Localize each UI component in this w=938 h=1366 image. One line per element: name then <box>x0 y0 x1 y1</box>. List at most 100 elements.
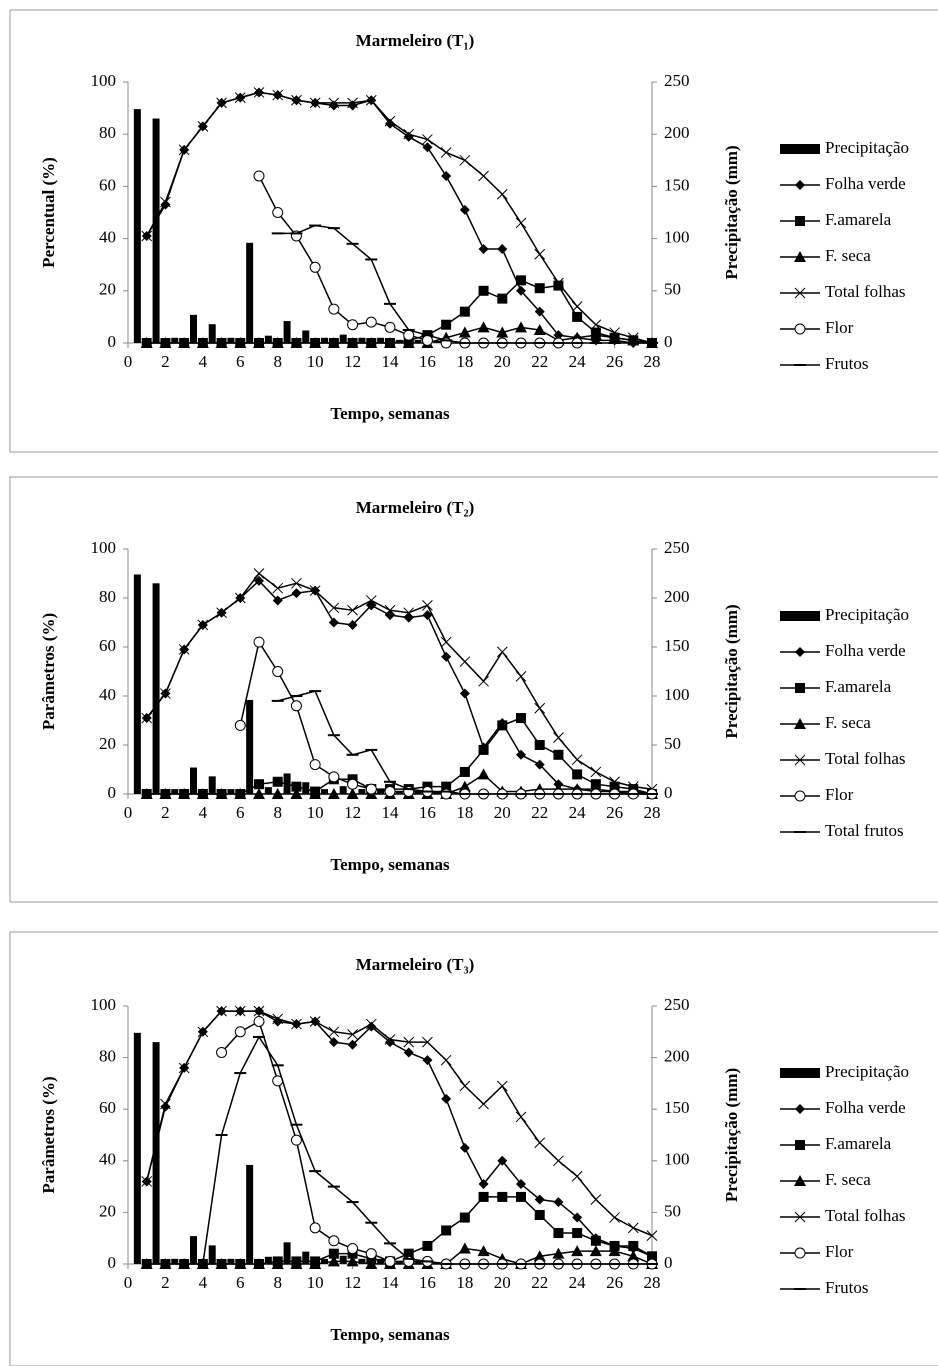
data-point <box>534 306 545 317</box>
precip-bar <box>227 789 235 794</box>
data-point <box>553 1155 564 1167</box>
data-point <box>441 319 452 330</box>
data-point <box>553 749 564 760</box>
data-point <box>440 788 452 800</box>
data-point <box>290 337 303 348</box>
y-tick-label: 100 <box>91 538 117 557</box>
precip-bar <box>302 330 310 343</box>
data-point <box>347 604 358 616</box>
data-point <box>516 749 526 760</box>
data-point <box>516 713 526 724</box>
panel-frame <box>9 476 938 903</box>
data-point <box>346 788 359 799</box>
series-line <box>146 717 653 795</box>
data-point <box>178 1258 191 1269</box>
x-tick-label: 20 <box>494 1273 511 1292</box>
chart-title: Marmeleiro (T₃) <box>356 955 475 974</box>
data-point <box>178 337 191 348</box>
legend-marker <box>794 718 806 729</box>
y-axis-label: Parâmetros (%) <box>39 1076 58 1193</box>
precip-bar <box>321 789 328 794</box>
data-point <box>572 1212 583 1223</box>
data-point <box>478 170 489 182</box>
x-tick-label: 2 <box>161 1273 170 1292</box>
legend-label: Folha verde <box>825 641 906 660</box>
legend-label: F. seca <box>825 246 871 265</box>
data-point <box>422 134 433 145</box>
y2-tick-label: 250 <box>664 995 690 1014</box>
x-tick-label: 14 <box>382 352 400 371</box>
y-tick-label: 20 <box>99 734 116 753</box>
y2-tick-label: 250 <box>664 71 690 90</box>
precip-bar <box>414 339 422 343</box>
data-point <box>328 1026 340 1038</box>
legend-marker <box>794 1247 806 1259</box>
y2-tick-label: 250 <box>664 538 690 557</box>
x-axis-label: Tempo, semanas <box>330 404 450 423</box>
y-tick-label: 40 <box>99 685 116 704</box>
data-point <box>141 230 153 242</box>
data-point <box>216 1005 227 1017</box>
data-point <box>327 337 340 348</box>
precip-bar <box>133 109 141 343</box>
data-point <box>347 778 359 790</box>
legend-marker <box>795 180 805 190</box>
data-point <box>328 771 340 783</box>
data-point <box>516 275 526 286</box>
data-point <box>553 277 564 289</box>
x-tick-label: 26 <box>606 1273 623 1292</box>
data-point <box>328 1235 340 1247</box>
data-point <box>384 337 396 348</box>
y-tick-label: 60 <box>99 1098 116 1117</box>
data-point <box>234 1026 246 1038</box>
data-point <box>459 1080 471 1092</box>
data-point <box>384 1034 396 1045</box>
data-point <box>140 337 153 348</box>
chart-title: Marmeleiro (T₁) <box>356 31 475 50</box>
data-point <box>291 588 302 599</box>
data-point <box>458 326 471 338</box>
x-tick-label: 4 <box>199 352 208 371</box>
x-tick-label: 8 <box>273 352 282 371</box>
data-point <box>271 1258 284 1269</box>
data-point <box>309 585 321 597</box>
data-point <box>608 331 621 343</box>
data-point <box>441 781 452 792</box>
data-point <box>159 788 172 799</box>
data-point <box>291 781 302 792</box>
data-point <box>478 244 489 255</box>
y-tick-label: 40 <box>99 1150 116 1169</box>
data-point <box>253 1258 265 1269</box>
x-tick-label: 28 <box>644 352 661 371</box>
data-point <box>291 94 302 106</box>
data-point <box>215 337 228 348</box>
data-point <box>347 619 358 630</box>
data-point <box>253 87 265 98</box>
x-tick-label: 8 <box>273 1273 282 1292</box>
panel-frame <box>9 9 938 453</box>
precip-bar <box>190 314 197 343</box>
data-point <box>178 644 190 655</box>
data-point <box>328 617 339 628</box>
data-point <box>178 788 191 799</box>
legend-label: Total folhas <box>825 749 905 768</box>
data-point <box>328 303 340 315</box>
y-axis-label: Parâmetros (%) <box>39 613 58 730</box>
data-point <box>309 337 322 348</box>
x-tick-label: 2 <box>161 352 170 371</box>
precip-bar <box>358 789 366 794</box>
data-point <box>515 1111 527 1123</box>
y2-tick-label: 50 <box>664 1201 681 1220</box>
x-tick-label: 22 <box>531 1273 548 1292</box>
precip-bar <box>208 776 216 794</box>
data-point <box>385 610 395 621</box>
data-point <box>234 92 246 104</box>
legend-marker <box>794 754 806 766</box>
data-point <box>609 327 620 338</box>
data-point <box>254 575 264 586</box>
data-point <box>515 217 527 229</box>
precip-bar <box>358 1258 366 1264</box>
data-point <box>365 337 378 348</box>
data-point <box>496 188 508 200</box>
